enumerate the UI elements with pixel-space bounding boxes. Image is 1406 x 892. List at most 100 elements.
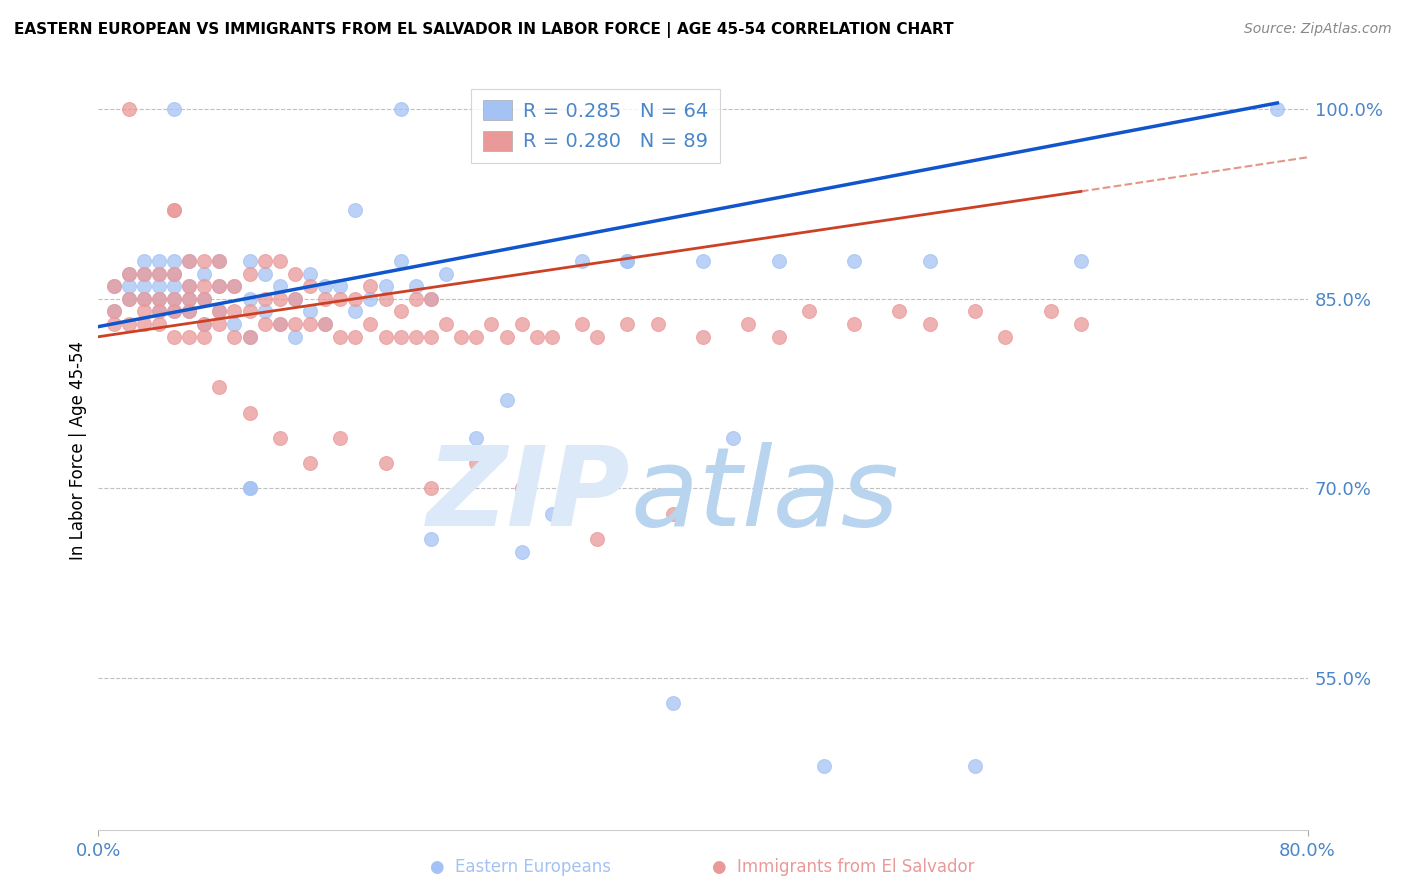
Point [269,317,291,331]
Point [118,267,141,281]
Point [510,317,533,331]
Point [179,279,201,293]
Point [360,292,382,306]
Point [132,279,155,293]
Point [284,330,307,344]
Point [389,102,412,116]
Point [965,759,987,773]
Point [389,304,412,318]
Point [299,317,322,331]
Point [132,254,155,268]
Point [148,304,170,318]
Point [103,304,125,318]
Point [179,304,201,318]
Y-axis label: In Labor Force | Age 45-54: In Labor Force | Age 45-54 [69,341,87,560]
Point [465,431,488,445]
Point [434,317,457,331]
Point [571,254,593,268]
Point [103,279,125,293]
Point [148,279,170,293]
Text: atlas: atlas [630,442,898,549]
Point [844,254,866,268]
Point [389,254,412,268]
Point [768,254,790,268]
Point [239,330,262,344]
Point [148,304,170,318]
Point [239,292,262,306]
Point [420,482,443,496]
Point [269,279,291,293]
Point [420,532,443,546]
Point [193,317,215,331]
Point [540,330,562,344]
Point [526,330,548,344]
Point [692,330,714,344]
Point [495,330,517,344]
Point [269,317,291,331]
Point [314,317,336,331]
Point [239,405,262,419]
Point [239,482,262,496]
Point [374,456,396,470]
Point [405,330,427,344]
Point [179,304,201,318]
Point [193,254,215,268]
Point [239,482,262,496]
Point [132,292,155,306]
Text: EASTERN EUROPEAN VS IMMIGRANTS FROM EL SALVADOR IN LABOR FORCE | AGE 45-54 CORRE: EASTERN EUROPEAN VS IMMIGRANTS FROM EL S… [14,22,953,38]
Point [647,317,669,331]
Point [193,292,215,306]
Point [329,279,352,293]
Point [193,317,215,331]
Point [118,267,141,281]
Point [405,279,427,293]
Point [208,254,231,268]
Point [844,317,866,331]
Point [1267,102,1289,116]
Point [314,292,336,306]
Point [571,317,593,331]
Point [360,279,382,293]
Point [224,304,246,318]
Point [374,330,396,344]
Point [163,102,186,116]
Point [481,317,503,331]
Point [208,317,231,331]
Point [253,292,276,306]
Point [813,759,835,773]
Point [118,292,141,306]
Point [299,267,322,281]
Point [374,279,396,293]
Point [420,330,443,344]
Point [103,317,125,331]
Point [360,317,382,331]
Point [420,292,443,306]
Point [616,254,638,268]
Point [208,380,231,394]
Point [208,279,231,293]
Point [179,292,201,306]
Point [314,279,336,293]
Point [253,317,276,331]
Point [163,267,186,281]
Text: ●  Eastern Europeans: ● Eastern Europeans [430,858,610,876]
Point [692,254,714,268]
Point [737,317,759,331]
Point [994,330,1017,344]
Point [344,203,367,218]
Point [132,292,155,306]
Point [269,292,291,306]
Point [253,304,276,318]
Point [118,317,141,331]
Point [918,254,941,268]
Point [239,254,262,268]
Point [661,507,683,521]
Point [510,482,533,496]
Point [103,279,125,293]
Point [344,304,367,318]
Point [224,279,246,293]
Point [510,544,533,558]
Point [329,330,352,344]
Point [253,267,276,281]
Point [299,304,322,318]
